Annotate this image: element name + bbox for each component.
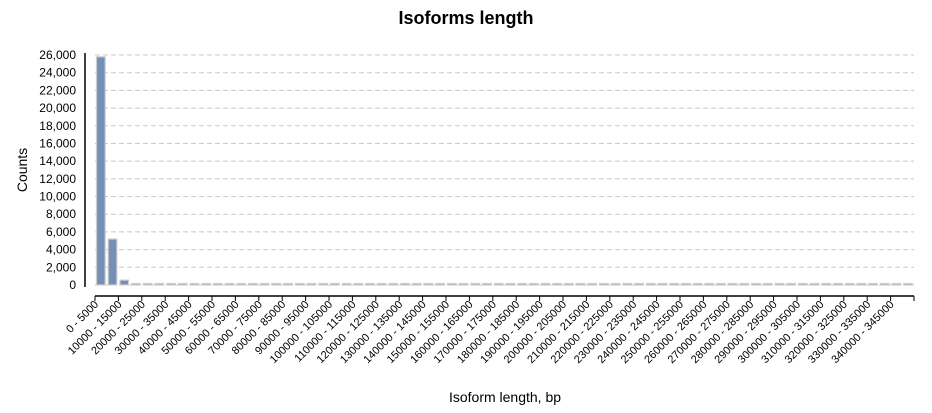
histogram-bar	[739, 282, 750, 286]
y-axis-label: Counts	[14, 148, 30, 192]
histogram-bar	[669, 282, 680, 286]
histogram-bar	[563, 282, 574, 286]
histogram-bar	[891, 282, 902, 286]
histogram-bar	[236, 282, 247, 286]
histogram-bar	[868, 282, 879, 286]
histogram-bar	[715, 282, 726, 286]
histogram-bar	[575, 282, 586, 286]
histogram-bar	[598, 282, 609, 286]
y-tick-label: 10,000	[39, 190, 76, 204]
histogram-bar	[154, 282, 165, 286]
y-tick-label: 0	[69, 278, 76, 292]
histogram-bar	[482, 282, 492, 286]
y-tick-label: 2,000	[46, 260, 76, 274]
y-tick-label: 20,000	[39, 101, 76, 115]
y-tick-label: 14,000	[39, 154, 76, 168]
histogram-bar	[692, 282, 703, 286]
histogram-bar	[634, 282, 645, 286]
histogram-bar	[587, 282, 598, 286]
histogram-bar	[142, 282, 153, 286]
histogram-bar	[248, 282, 258, 286]
y-tick-label: 6,000	[46, 225, 76, 239]
histogram-bar	[201, 282, 212, 286]
histogram-bar	[774, 282, 785, 286]
histogram-bar	[341, 282, 352, 286]
histogram-bar	[505, 282, 516, 286]
histogram-bar	[95, 56, 106, 286]
histogram-bar	[727, 282, 738, 286]
histogram-bar	[797, 282, 808, 286]
histogram-bar	[318, 282, 329, 286]
y-tick-label: 4,000	[46, 243, 76, 257]
histogram-bar	[259, 282, 270, 286]
histogram-bar	[645, 282, 656, 286]
histogram-bar	[107, 238, 118, 286]
histogram-bar	[224, 282, 235, 286]
y-tick-label: 18,000	[39, 119, 76, 133]
histogram-bar	[294, 282, 305, 286]
histogram-bar	[212, 282, 223, 286]
histogram-bar	[166, 282, 176, 286]
histogram-bar	[131, 282, 141, 286]
histogram-bar	[271, 282, 282, 286]
histogram-bar	[832, 282, 843, 286]
histogram-bar	[879, 282, 890, 286]
histogram-bar	[189, 282, 200, 286]
histogram-bar	[809, 282, 820, 286]
y-tick-label: 22,000	[39, 83, 76, 97]
y-tick-label: 26,000	[39, 48, 76, 62]
histogram-bar	[365, 282, 375, 286]
histogram-bar	[821, 282, 832, 286]
chart-title: Isoforms length	[398, 8, 533, 28]
histogram-bar	[177, 282, 188, 286]
histogram-bar	[552, 282, 563, 286]
histogram-bar	[376, 282, 387, 286]
histogram-bar	[517, 282, 528, 286]
histogram-bar	[435, 282, 446, 286]
histogram-bar	[283, 282, 294, 286]
histogram-bar	[540, 282, 551, 286]
histogram-bar	[388, 282, 399, 286]
histogram-bar	[306, 282, 317, 286]
histogram-bar	[704, 282, 715, 286]
histogram-bar	[411, 282, 422, 286]
histogram-bar	[856, 282, 867, 286]
histogram-bar	[446, 282, 457, 286]
y-tick-label: 12,000	[39, 172, 76, 186]
histogram-bar	[329, 282, 340, 286]
histogram-bar	[610, 282, 621, 286]
x-axis-label: Isoform length, bp	[449, 389, 561, 405]
histogram-bar	[353, 282, 364, 286]
histogram-bar	[119, 279, 130, 286]
histogram-bar	[786, 282, 797, 286]
histogram-bar	[528, 282, 539, 286]
histogram-bar	[762, 282, 773, 286]
y-tick-label: 8,000	[46, 207, 76, 221]
histogram-bar	[400, 282, 411, 286]
histogram-bar	[680, 282, 691, 286]
histogram-bar	[493, 282, 504, 286]
histogram-bar	[458, 282, 469, 286]
histogram-bar	[423, 282, 434, 286]
histogram-bar	[751, 282, 762, 286]
histogram-bar	[470, 282, 481, 286]
y-tick-label: 16,000	[39, 136, 76, 150]
histogram-bar	[903, 282, 914, 286]
y-tick-label: 24,000	[39, 66, 76, 80]
histogram-bar	[657, 282, 668, 286]
histogram-bar	[622, 282, 633, 286]
histogram-bar	[844, 282, 855, 286]
